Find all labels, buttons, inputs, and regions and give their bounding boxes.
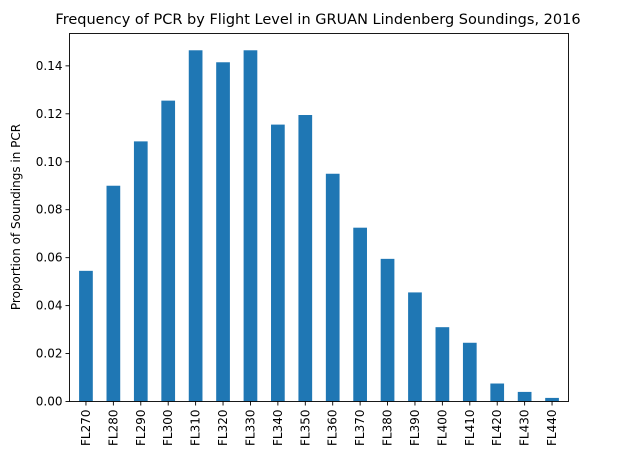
bar-fl420 bbox=[490, 383, 505, 402]
bar-fl380 bbox=[380, 258, 395, 402]
bar-fl270 bbox=[79, 270, 93, 402]
x-tick-label: FL400 bbox=[435, 410, 449, 447]
x-tick-label: FL370 bbox=[353, 410, 367, 447]
y-tick-label: 0.06 bbox=[36, 251, 63, 265]
x-tick-label: FL440 bbox=[545, 410, 559, 447]
x-tick-label: FL410 bbox=[463, 410, 477, 447]
y-tick-label: 0.02 bbox=[36, 347, 63, 361]
y-tick-label: 0.10 bbox=[36, 155, 63, 169]
bar-fl360 bbox=[325, 173, 340, 402]
bar-fl410 bbox=[462, 342, 477, 402]
bar-fl330 bbox=[243, 50, 258, 402]
x-tick-label: FL320 bbox=[216, 410, 230, 447]
x-tick-label: FL340 bbox=[271, 410, 285, 447]
x-tick-label: FL360 bbox=[326, 410, 340, 447]
y-tick-label: 0.14 bbox=[36, 59, 63, 73]
bar-fl370 bbox=[353, 227, 367, 402]
chart-title: Frequency of PCR by Flight Level in GRUA… bbox=[55, 12, 580, 28]
x-tick-label: FL350 bbox=[298, 410, 312, 447]
bars-group bbox=[79, 50, 559, 402]
bar-fl350 bbox=[298, 115, 313, 402]
y-axis-label: Proportion of Soundings in PCR bbox=[9, 124, 23, 310]
bar-fl400 bbox=[435, 327, 450, 402]
y-axis: 0.00 0.02 0.04 0.06 0.08 0.10 0.12 0.14 bbox=[36, 59, 70, 409]
bar-fl310 bbox=[188, 50, 203, 402]
bar-fl280 bbox=[106, 185, 121, 402]
bar-fl440 bbox=[545, 397, 559, 402]
bar-fl320 bbox=[216, 62, 230, 402]
x-tick-label: FL290 bbox=[134, 410, 148, 447]
x-tick-label: FL310 bbox=[189, 410, 203, 447]
x-tick-label: FL430 bbox=[518, 410, 532, 447]
bar-fl430 bbox=[517, 391, 532, 402]
x-tick-label: FL270 bbox=[79, 410, 93, 447]
plot-frame bbox=[69, 33, 569, 402]
y-tick-label: 0.00 bbox=[36, 395, 63, 409]
x-tick-label: FL390 bbox=[408, 410, 422, 447]
x-tick-label: FL330 bbox=[243, 410, 257, 447]
y-tick-label: 0.08 bbox=[36, 203, 63, 217]
x-tick-label: FL280 bbox=[106, 410, 120, 447]
y-tick-label: 0.12 bbox=[36, 107, 63, 121]
y-tick-label: 0.04 bbox=[36, 299, 63, 313]
bar-fl340 bbox=[271, 124, 285, 402]
bar-fl390 bbox=[408, 292, 422, 402]
bar-fl290 bbox=[133, 141, 148, 402]
x-tick-label: FL420 bbox=[490, 410, 504, 447]
x-axis: FL270 FL280 FL290 FL300 FL310 FL320 FL330 FL340… bbox=[79, 401, 559, 447]
x-tick-label: FL380 bbox=[381, 410, 395, 447]
x-tick-label: FL300 bbox=[161, 410, 175, 447]
bar-fl300 bbox=[161, 100, 176, 402]
